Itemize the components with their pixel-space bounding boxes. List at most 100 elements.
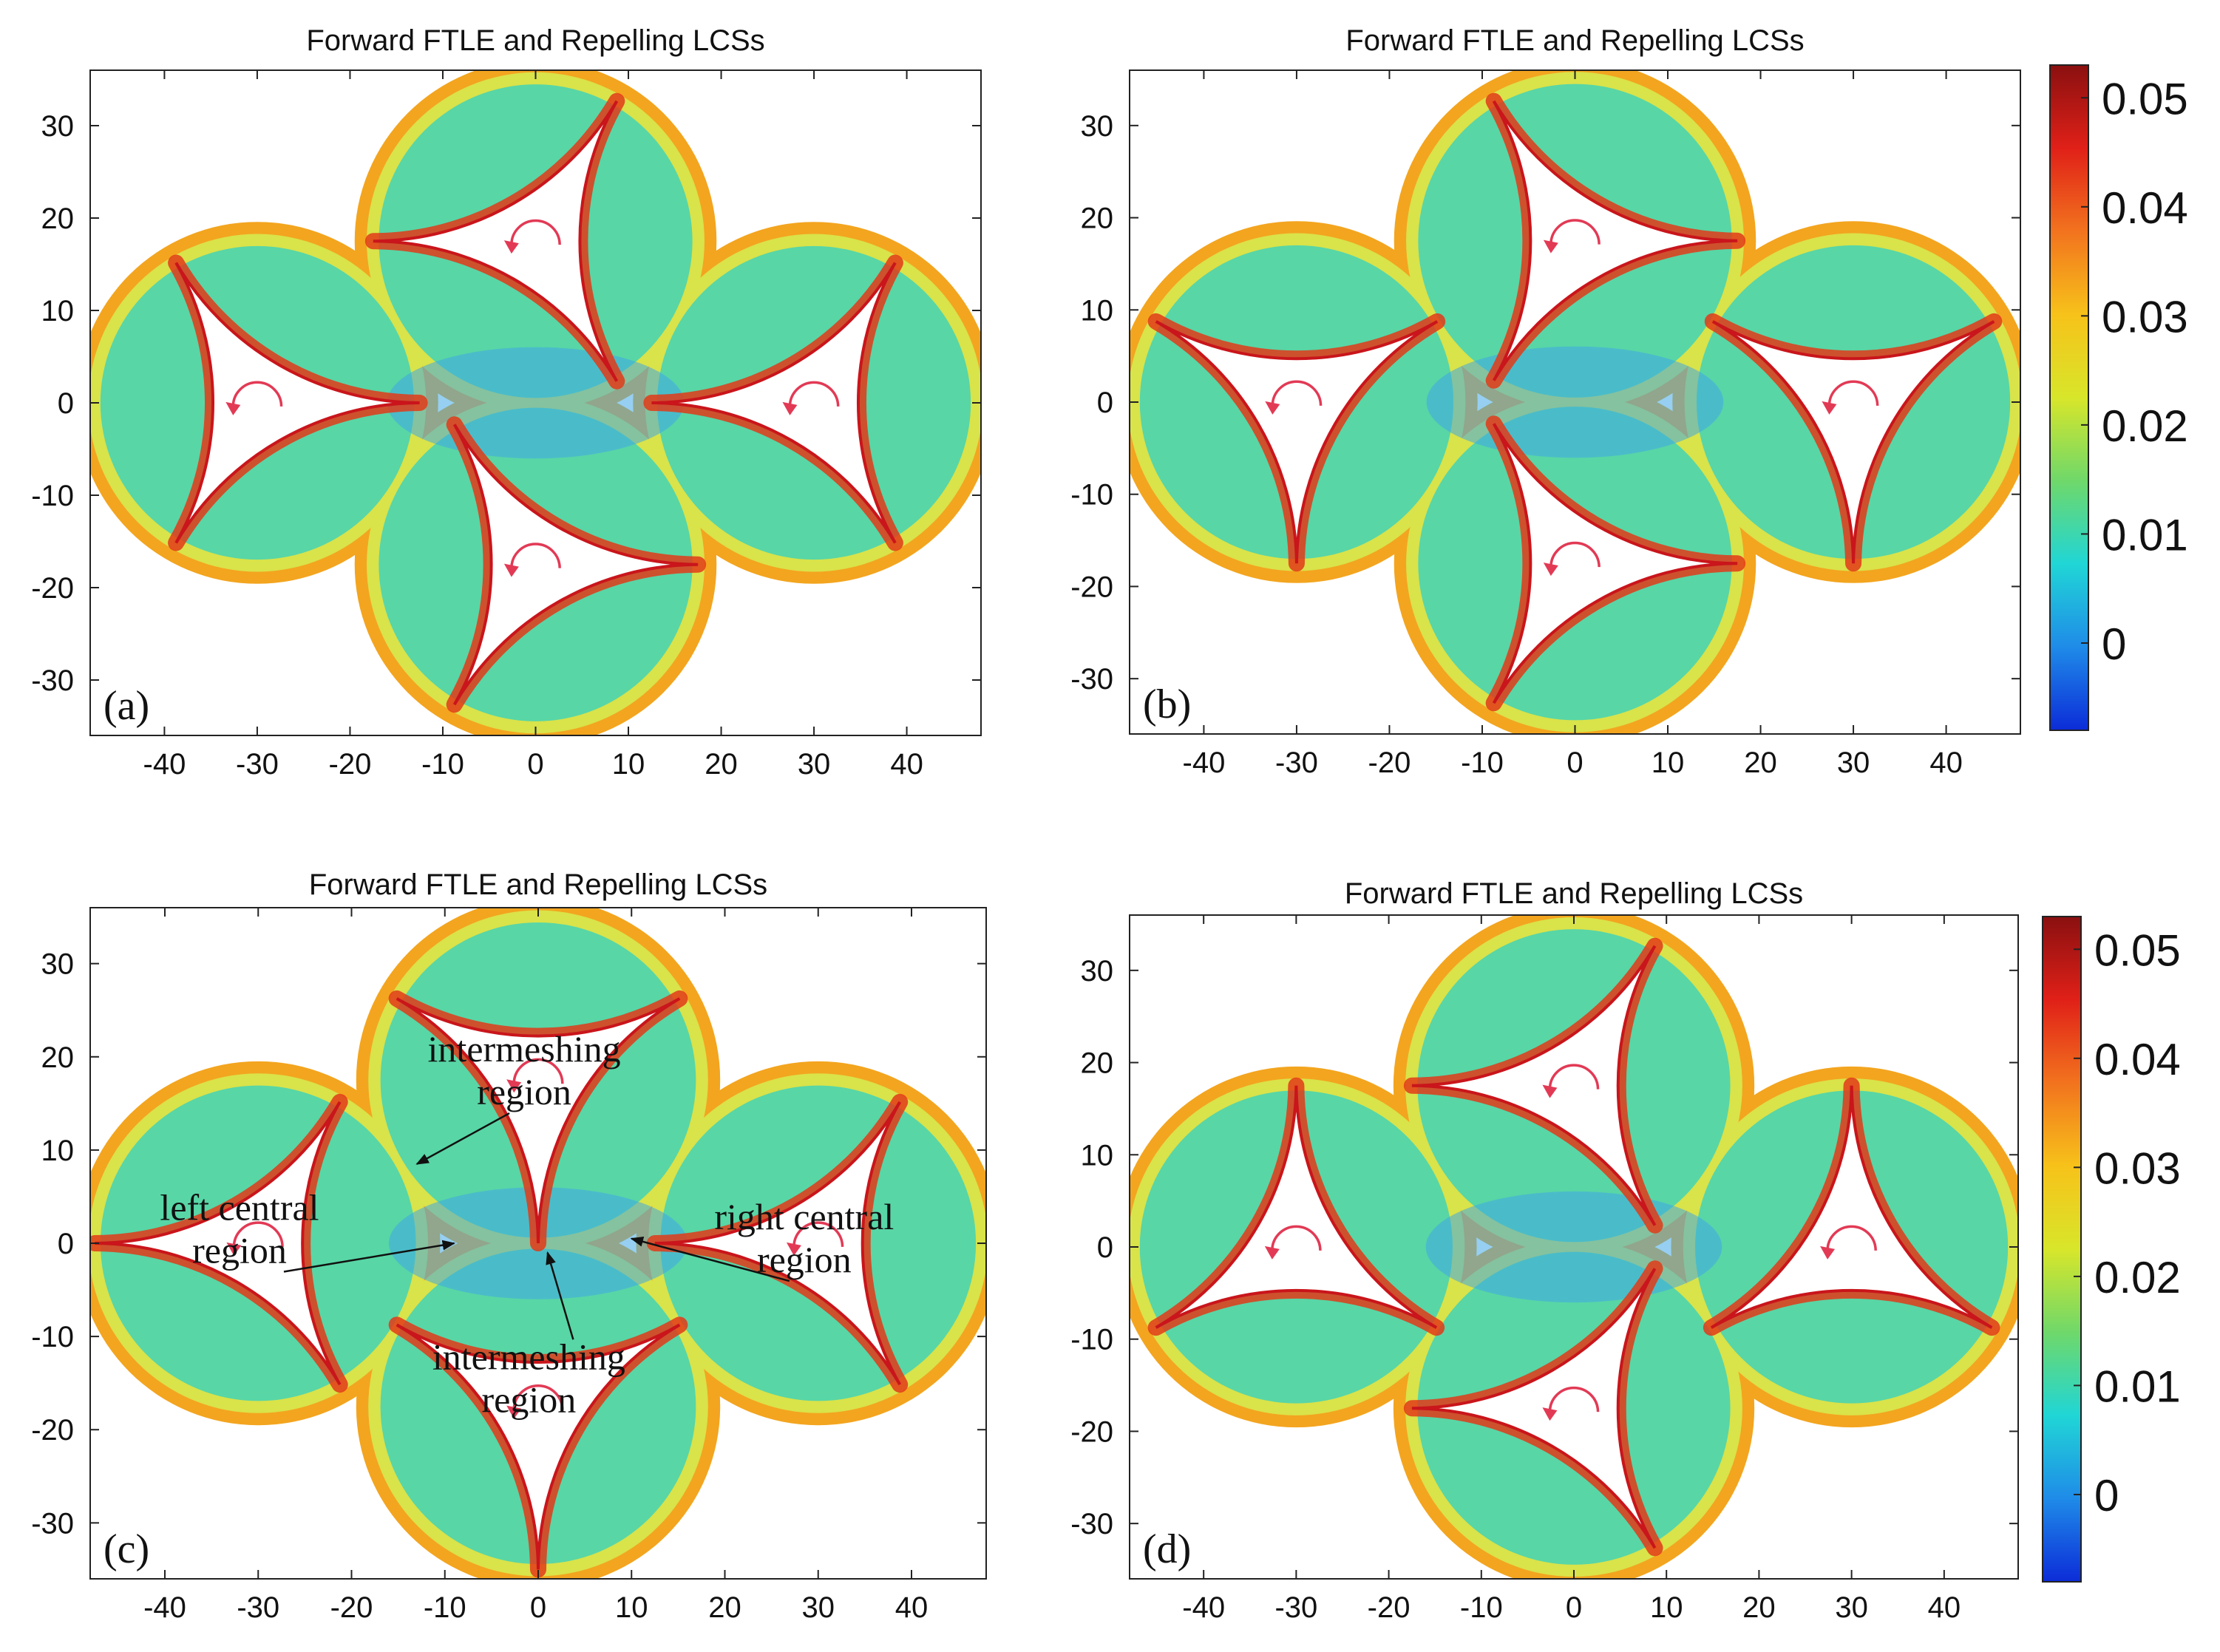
panel-a: Forward FTLE and Repelling LCSs -40 -30 -20…	[31, 24, 982, 781]
ftle-field	[1130, 70, 2020, 734]
rotor	[174, 262, 420, 544]
central-region	[387, 347, 685, 459]
x-tick-label: 0	[527, 748, 543, 781]
rotor	[651, 262, 897, 544]
rotation-arrowhead-icon	[1265, 401, 1280, 415]
y-tick-label: -10	[1070, 1324, 1113, 1356]
x-tick-label: 20	[708, 1591, 741, 1624]
y-tick-label: 30	[41, 110, 75, 143]
annotation-text: right central	[714, 1196, 894, 1237]
panel-title: Forward FTLE and Repelling LCSs	[1345, 24, 1804, 57]
x-tick-label: 20	[1744, 747, 1777, 779]
y-tick-label: -30	[31, 1507, 74, 1540]
rotor	[396, 1323, 681, 1570]
y-tick-label: 10	[41, 295, 75, 327]
y-tick-label: 30	[41, 948, 75, 981]
colorbar-tick-label: 0.03	[2094, 1143, 2181, 1193]
rotation-arrow-icon	[1548, 1387, 1600, 1413]
colorbar-tick-label: 0.05	[2094, 925, 2181, 975]
panel-c: Forward FTLE and Repelling LCSs -40 -30 -20…	[31, 869, 987, 1624]
x-tick-label: -40	[1183, 747, 1226, 779]
y-tick-label: 10	[1081, 294, 1114, 327]
colorbar-tick-label: 0	[2094, 1471, 2119, 1520]
x-tick-label: 0	[1566, 1591, 1582, 1624]
panel-b: Forward FTLE and Repelling LCSs -40 -30 -20…	[1070, 24, 2021, 779]
rotation-arrow-icon	[792, 1221, 844, 1247]
x-tick-label: -20	[1368, 1591, 1411, 1624]
x-tick-label: 30	[1835, 1591, 1868, 1624]
y-tick-label: 0	[58, 387, 74, 420]
rotation-arrow-icon	[512, 1384, 564, 1410]
rotation-arrowhead-icon	[1542, 1084, 1558, 1098]
colorbar-tick-label: 0.05	[2102, 74, 2188, 123]
y-tick-label: 10	[1081, 1139, 1114, 1172]
rotation-arrowhead-icon	[503, 563, 519, 577]
x-tick-label: 0	[1566, 747, 1583, 779]
y-tick-label: -30	[31, 664, 74, 697]
panel-label: (a)	[103, 683, 149, 729]
rotation-arrow-icon	[1549, 219, 1600, 245]
x-tick-label: -40	[143, 1591, 186, 1624]
rotor	[1711, 320, 1995, 564]
annotation-text: region	[482, 1379, 577, 1420]
x-tick-label: 30	[798, 748, 831, 781]
y-tick-label: -20	[1070, 571, 1113, 603]
ftle-field	[90, 70, 981, 735]
rotor	[1155, 1085, 1438, 1329]
annotation-text: left central	[160, 1186, 319, 1228]
x-tick-label: -40	[1182, 1591, 1225, 1624]
ftle-field	[1130, 915, 2018, 1579]
panel-title: Forward FTLE and Repelling LCSs	[306, 24, 764, 57]
rotation-arrow-icon	[1827, 380, 1879, 406]
rotor	[1155, 320, 1439, 564]
x-tick-label: -30	[1274, 1591, 1317, 1624]
colorbar-tick-label: 0.03	[2102, 292, 2188, 341]
rotation-arrow-icon	[1548, 1064, 1600, 1090]
x-tick-label: -20	[1368, 747, 1411, 779]
x-tick-label: -20	[330, 1591, 373, 1624]
x-tick-label: 0	[530, 1591, 546, 1624]
y-tick-label: -10	[31, 480, 74, 512]
annotation-text: region	[757, 1239, 852, 1280]
y-tick-label: -10	[1070, 479, 1113, 511]
rotation-arrow-icon	[788, 381, 840, 407]
y-tick-label: 20	[1081, 1047, 1114, 1080]
panel-label: (d)	[1143, 1526, 1191, 1572]
y-tick-label: -10	[31, 1321, 74, 1353]
colorbar-tick-label: 0.01	[2094, 1362, 2181, 1411]
y-tick-label: -20	[1070, 1415, 1113, 1448]
x-tick-label: 10	[1650, 1591, 1683, 1624]
y-tick-label: 10	[41, 1135, 75, 1167]
x-tick-label: -30	[236, 748, 279, 781]
rotation-arrow-icon	[1271, 1225, 1322, 1251]
x-tick-label: 20	[1742, 1591, 1776, 1624]
rotor	[1411, 1268, 1657, 1549]
colorbar-tick-label: 0.02	[2102, 401, 2188, 451]
colorbar-tick-label: 0	[2102, 619, 2126, 669]
y-tick-label: 20	[1081, 203, 1114, 235]
annotation-leader	[630, 1237, 790, 1282]
rotor	[95, 1101, 342, 1386]
rotor	[373, 100, 619, 382]
annotation-leader	[546, 1251, 574, 1340]
rotor	[1411, 945, 1657, 1226]
x-tick-label: 40	[1929, 747, 1963, 779]
rotation-arrowhead-icon	[786, 1242, 801, 1256]
annotation-leader	[415, 1112, 510, 1165]
annotation-leader	[283, 1240, 456, 1273]
rotation-arrow-icon	[510, 219, 561, 245]
rotation-arrowhead-icon	[225, 401, 241, 415]
panel-label: (c)	[103, 1526, 149, 1572]
rotation-arrow-icon	[510, 543, 561, 568]
y-tick-label: 0	[1097, 387, 1113, 419]
rotation-arrowhead-icon	[226, 1242, 242, 1256]
rotation-arrowhead-icon	[1543, 562, 1558, 577]
x-tick-label: -40	[143, 748, 186, 781]
x-tick-label: 30	[1837, 747, 1870, 779]
x-tick-label: 20	[705, 748, 738, 781]
annotation-text: region	[192, 1229, 287, 1271]
x-tick-label: -30	[1275, 747, 1318, 779]
